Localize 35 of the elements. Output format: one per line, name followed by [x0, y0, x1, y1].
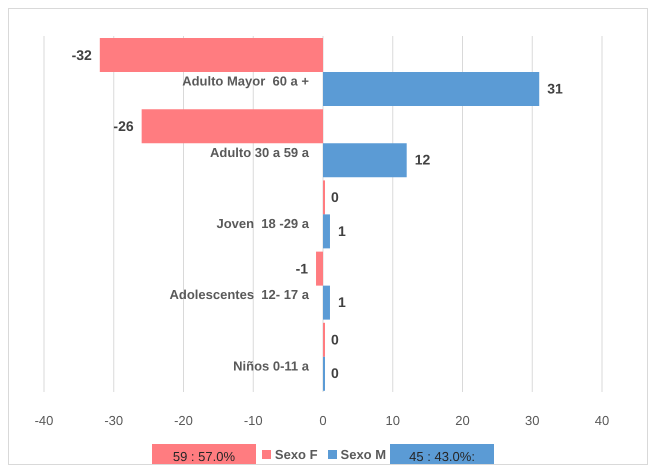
- y-tick-label: Adolescentes 12- 17 a: [170, 287, 310, 302]
- bar: [323, 286, 330, 320]
- data-label: 31: [547, 80, 564, 96]
- y-tick-label: Adulto Mayor 60 a +: [182, 74, 310, 89]
- x-tick-label: 0: [319, 413, 327, 428]
- bar: [323, 143, 407, 178]
- data-label: 12: [414, 152, 430, 168]
- legend-label: Sexo M: [340, 447, 386, 462]
- x-tick-label: 10: [386, 413, 400, 428]
- x-tick-label: -20: [174, 413, 193, 428]
- legend-label: Sexo F: [274, 447, 318, 462]
- y-tick-label: Adulto 30 a 59 a: [210, 144, 310, 160]
- y-tick-label: Niños 0-11 a: [233, 358, 310, 374]
- data-label: 0: [331, 332, 339, 348]
- label-box: 59 : 57.0%: [152, 444, 256, 464]
- data-label: 0: [331, 365, 339, 382]
- bar: [316, 252, 323, 286]
- data-label: 1: [338, 222, 346, 239]
- x-tick-label: 30: [525, 413, 540, 428]
- data-label: -26: [113, 118, 134, 134]
- data-label: -1: [296, 260, 308, 276]
- x-tick-label: 40: [594, 413, 610, 428]
- y-tick-label: Joven 18 -29 a: [216, 216, 310, 231]
- label-box: 45 : 43.0%:: [390, 444, 494, 464]
- bar: [100, 38, 323, 72]
- data-label: 1: [338, 294, 346, 310]
- x-tick-label: 20: [455, 413, 470, 428]
- x-tick-label: -10: [244, 413, 263, 428]
- bar: [142, 109, 323, 144]
- data-label: 0: [331, 189, 339, 206]
- data-label: -32: [72, 46, 92, 63]
- bar: [323, 72, 540, 106]
- bar: [323, 214, 330, 248]
- x-tick-label: -40: [34, 413, 54, 428]
- x-tick-label: -30: [104, 413, 124, 428]
